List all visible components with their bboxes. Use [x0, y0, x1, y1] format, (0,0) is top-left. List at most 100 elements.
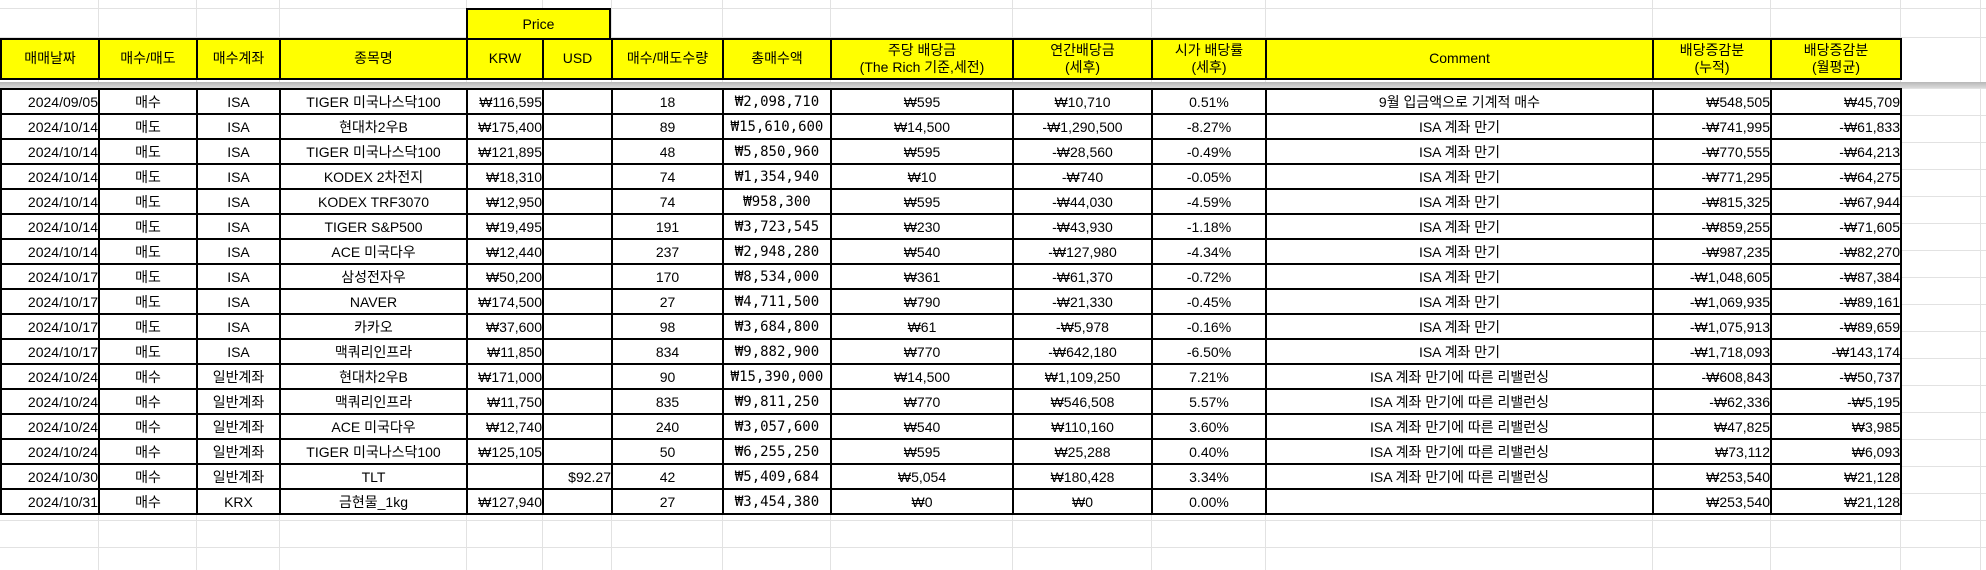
cell-total[interactable]: ₩958,300 [722, 188, 832, 215]
cell-annual[interactable]: ₩110,160 [1012, 413, 1153, 440]
cell-usd[interactable] [542, 213, 613, 240]
cell-krw[interactable]: ₩12,440 [466, 238, 544, 265]
cell-date[interactable]: 2024/10/17 [0, 313, 100, 340]
cell-per_share[interactable]: ₩14,500 [830, 363, 1014, 390]
cell-monthly[interactable]: -₩87,384 [1770, 263, 1902, 290]
cell-annual[interactable]: ₩0 [1012, 488, 1153, 515]
cell-comment[interactable]: ISA 계좌 만기 [1265, 288, 1654, 315]
cell-per_share[interactable]: ₩595 [830, 138, 1014, 165]
cell-monthly[interactable]: -₩67,944 [1770, 188, 1902, 215]
cell-comment[interactable]: ISA 계좌 만기에 따른 리밸런싱 [1265, 363, 1654, 390]
cell-comment[interactable]: ISA 계좌 만기에 따른 리밸런싱 [1265, 438, 1654, 465]
cell-side[interactable]: 매수 [98, 463, 198, 490]
cell-qty[interactable]: 74 [611, 163, 724, 190]
col-header-comment[interactable]: Comment [1265, 38, 1654, 80]
cell-qty[interactable]: 42 [611, 463, 724, 490]
cell-cum[interactable]: ₩253,540 [1652, 488, 1772, 515]
cell-total[interactable]: ₩5,409,684 [722, 463, 832, 490]
cell-qty[interactable]: 237 [611, 238, 724, 265]
cell-yield[interactable]: 0.00% [1151, 488, 1267, 515]
cell-name[interactable]: KODEX TRF3070 [279, 188, 468, 215]
cell-side[interactable]: 매도 [98, 288, 198, 315]
cell-krw[interactable]: ₩11,850 [466, 338, 544, 365]
cell-cum[interactable]: -₩771,295 [1652, 163, 1772, 190]
cell-total[interactable]: ₩9,811,250 [722, 388, 832, 415]
col-header-name[interactable]: 종목명 [279, 38, 468, 80]
col-header-per_share[interactable]: 주당 배당금 (The Rich 기준,세전) [830, 38, 1014, 80]
cell-per_share[interactable]: ₩770 [830, 388, 1014, 415]
cell-monthly[interactable]: ₩21,128 [1770, 488, 1902, 515]
col-header-usd[interactable]: USD [542, 38, 613, 80]
cell-comment[interactable]: ISA 계좌 만기에 따른 리밸런싱 [1265, 413, 1654, 440]
cell-usd[interactable] [542, 88, 613, 115]
cell-monthly[interactable]: -₩82,270 [1770, 238, 1902, 265]
cell-date[interactable]: 2024/10/14 [0, 113, 100, 140]
cell-cum[interactable]: -₩62,336 [1652, 388, 1772, 415]
col-header-yield[interactable]: 시가 배당률 (세후) [1151, 38, 1267, 80]
cell-date[interactable]: 2024/10/24 [0, 388, 100, 415]
cell-qty[interactable]: 98 [611, 313, 724, 340]
cell-side[interactable]: 매도 [98, 138, 198, 165]
cell-yield[interactable]: 7.21% [1151, 363, 1267, 390]
cell-name[interactable]: TIGER 미국나스닥100 [279, 438, 468, 465]
cell-krw[interactable]: ₩125,105 [466, 438, 544, 465]
cell-side[interactable]: 매수 [98, 488, 198, 515]
cell-per_share[interactable]: ₩540 [830, 413, 1014, 440]
cell-per_share[interactable]: ₩0 [830, 488, 1014, 515]
cell-name[interactable]: TIGER 미국나스닥100 [279, 88, 468, 115]
cell-yield[interactable]: 0.51% [1151, 88, 1267, 115]
cell-yield[interactable]: -1.18% [1151, 213, 1267, 240]
cell-monthly[interactable]: -₩5,195 [1770, 388, 1902, 415]
cell-per_share[interactable]: ₩540 [830, 238, 1014, 265]
cell-qty[interactable]: 834 [611, 338, 724, 365]
cell-annual[interactable]: ₩546,508 [1012, 388, 1153, 415]
cell-comment[interactable]: ISA 계좌 만기에 따른 리밸런싱 [1265, 388, 1654, 415]
cell-date[interactable]: 2024/10/14 [0, 138, 100, 165]
cell-date[interactable]: 2024/09/05 [0, 88, 100, 115]
cell-qty[interactable]: 18 [611, 88, 724, 115]
cell-qty[interactable]: 835 [611, 388, 724, 415]
cell-date[interactable]: 2024/10/17 [0, 288, 100, 315]
cell-date[interactable]: 2024/10/31 [0, 488, 100, 515]
cell-total[interactable]: ₩4,711,500 [722, 288, 832, 315]
cell-account[interactable]: ISA [196, 88, 281, 115]
cell-comment[interactable]: ISA 계좌 만기 [1265, 213, 1654, 240]
cell-name[interactable]: 삼성전자우 [279, 263, 468, 290]
cell-krw[interactable]: ₩11,750 [466, 388, 544, 415]
cell-name[interactable]: 현대차2우B [279, 113, 468, 140]
cell-krw[interactable]: ₩37,600 [466, 313, 544, 340]
cell-qty[interactable]: 27 [611, 288, 724, 315]
cell-total[interactable]: ₩15,390,000 [722, 363, 832, 390]
cell-total[interactable]: ₩3,723,545 [722, 213, 832, 240]
cell-usd[interactable] [542, 263, 613, 290]
cell-account[interactable]: ISA [196, 313, 281, 340]
cell-monthly[interactable]: ₩45,709 [1770, 88, 1902, 115]
cell-account[interactable]: ISA [196, 188, 281, 215]
cell-account[interactable]: 일반계좌 [196, 413, 281, 440]
cell-name[interactable]: ACE 미국다우 [279, 413, 468, 440]
cell-date[interactable]: 2024/10/24 [0, 363, 100, 390]
cell-account[interactable]: ISA [196, 288, 281, 315]
cell-cum[interactable]: ₩548,505 [1652, 88, 1772, 115]
cell-annual[interactable]: -₩28,560 [1012, 138, 1153, 165]
cell-usd[interactable] [542, 113, 613, 140]
cell-name[interactable]: TLT [279, 463, 468, 490]
cell-annual[interactable]: -₩21,330 [1012, 288, 1153, 315]
cell-usd[interactable] [542, 388, 613, 415]
col-header-annual[interactable]: 연간배당금 (세후) [1012, 38, 1153, 80]
cell-side[interactable]: 매도 [98, 188, 198, 215]
cell-name[interactable]: 맥쿼리인프라 [279, 388, 468, 415]
cell-usd[interactable] [542, 238, 613, 265]
cell-comment[interactable]: ISA 계좌 만기에 따른 리밸런싱 [1265, 463, 1654, 490]
cell-total[interactable]: ₩2,948,280 [722, 238, 832, 265]
cell-account[interactable]: KRX [196, 488, 281, 515]
price-group-header-cell[interactable]: Price [466, 8, 611, 38]
cell-qty[interactable]: 170 [611, 263, 724, 290]
cell-side[interactable]: 매도 [98, 213, 198, 240]
cell-date[interactable]: 2024/10/14 [0, 188, 100, 215]
cell-annual[interactable]: ₩10,710 [1012, 88, 1153, 115]
cell-usd[interactable] [542, 163, 613, 190]
cell-yield[interactable]: -4.34% [1151, 238, 1267, 265]
cell-account[interactable]: 일반계좌 [196, 363, 281, 390]
col-header-qty[interactable]: 매수/매도수량 [611, 38, 724, 80]
